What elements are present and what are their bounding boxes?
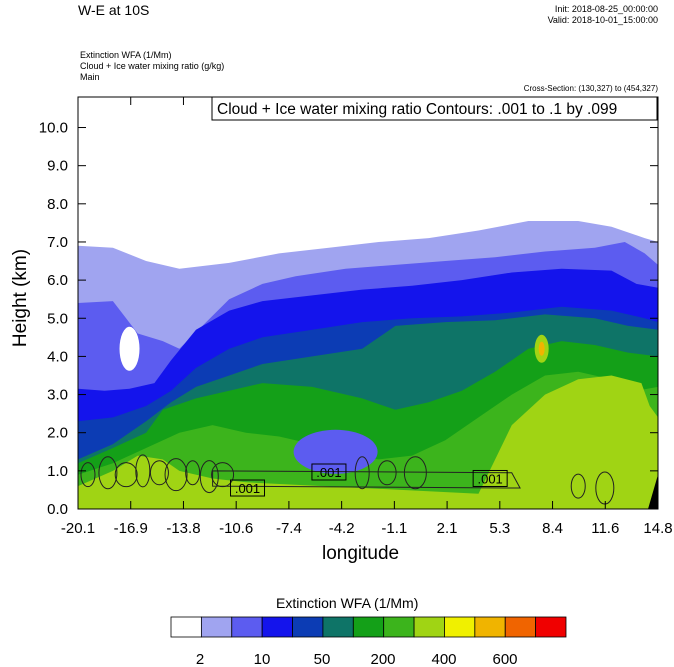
colorbar-swatch bbox=[504, 616, 537, 638]
contour-line bbox=[354, 456, 370, 490]
colorbar-swatch bbox=[352, 616, 385, 638]
colorbar-swatch bbox=[292, 616, 324, 638]
y-tick-label: 9.0 bbox=[47, 158, 68, 175]
contour-line bbox=[199, 460, 219, 494]
axes: -20.1 -16.9 -13.8 -10.6 -7.4 -4.2 -1.1 2.1 5.3 8.… bbox=[39, 96, 673, 537]
field-peak-core bbox=[538, 341, 545, 356]
contour-line bbox=[135, 454, 151, 488]
x-tick-label: 8.4 bbox=[542, 520, 563, 537]
x-tick-label: -7.4 bbox=[276, 520, 302, 537]
field-name-mixing-ratio: Cloud + Ice water mixing ratio (g/kg) bbox=[80, 61, 225, 71]
contour-info-label: Cloud + Ice water mixing ratio Contours:… bbox=[217, 101, 617, 118]
contour-info-box: Cloud + Ice water mixing ratio Contours:… bbox=[211, 96, 658, 121]
y-tick-label: 6.0 bbox=[47, 272, 68, 289]
y-tick-label: 0.0 bbox=[47, 501, 68, 518]
colorbar: 2 10 50 200 400 600 bbox=[170, 616, 567, 667]
x-tick-label: -16.9 bbox=[114, 520, 148, 537]
x-tick-label: 2.1 bbox=[437, 520, 458, 537]
contour-line bbox=[80, 462, 96, 488]
y-tick-label: 3.0 bbox=[47, 387, 68, 404]
field-name-main: Main bbox=[80, 72, 100, 82]
contour-line bbox=[185, 460, 201, 486]
contour-line bbox=[98, 456, 118, 490]
colorbar-title: Extinction WFA (1/Mm) bbox=[276, 595, 419, 611]
contour-label-box bbox=[311, 463, 347, 481]
field-clear-patch bbox=[119, 326, 140, 371]
x-tick-label: -1.1 bbox=[381, 520, 407, 537]
colorbar-swatch bbox=[444, 616, 476, 638]
y-tick-label: 8.0 bbox=[47, 196, 68, 213]
colorbar-swatch bbox=[413, 616, 445, 638]
contour-label: .001 bbox=[235, 481, 260, 496]
colorbar-swatch bbox=[261, 616, 293, 638]
contour-line bbox=[164, 458, 188, 492]
contour-band bbox=[212, 470, 521, 489]
y-tick-label: 1.0 bbox=[47, 463, 68, 480]
y-tick-label: 5.0 bbox=[47, 310, 68, 327]
colorbar-swatch bbox=[383, 616, 415, 638]
colorbar-tick-label: 50 bbox=[314, 651, 331, 667]
colorbar-swatch bbox=[200, 616, 233, 638]
x-tick-label: 11.6 bbox=[591, 520, 619, 537]
y-tick-label: 4.0 bbox=[47, 348, 68, 365]
x-tick-label: -4.2 bbox=[329, 520, 355, 537]
colorbar-swatch bbox=[474, 616, 506, 638]
contour-lines: .001 .001 .001 bbox=[80, 454, 615, 505]
x-tick-label: -13.8 bbox=[166, 520, 200, 537]
y-tick-label: 10.0 bbox=[39, 120, 68, 137]
x-tick-label: 5.3 bbox=[489, 520, 510, 537]
x-axis-label: longitude bbox=[322, 543, 400, 564]
contour-line bbox=[114, 462, 138, 488]
colorbar-swatch bbox=[322, 616, 354, 638]
contour-label-box bbox=[472, 469, 508, 487]
y-axis-label: Height (km) bbox=[10, 248, 31, 348]
x-tick-label: -10.6 bbox=[219, 520, 253, 537]
y-tick-label: 2.0 bbox=[47, 425, 68, 442]
x-tick-label: 14.8 bbox=[643, 520, 672, 537]
contour-label: .001 bbox=[477, 471, 502, 486]
colorbar-tick-label: 600 bbox=[492, 651, 517, 667]
colorbar-swatch bbox=[231, 616, 263, 638]
extinction-field bbox=[78, 97, 658, 509]
x-tick-label: -20.1 bbox=[61, 520, 95, 537]
init-time: Init: 2018-08-25_00:00:00 bbox=[554, 4, 658, 14]
colorbar-tick-label: 400 bbox=[431, 651, 456, 667]
colorbar-tick-label: 200 bbox=[370, 651, 395, 667]
y-tick-label: 7.0 bbox=[47, 234, 68, 251]
cross-section-label: Cross-Section: (130,327) to (454,327) bbox=[523, 84, 658, 93]
colorbar-swatch bbox=[170, 616, 202, 638]
contour-label-box bbox=[230, 479, 266, 497]
colorbar-swatch bbox=[535, 616, 567, 638]
field-name-extinction: Extinction WFA (1/Mm) bbox=[80, 50, 172, 60]
valid-time: Valid: 2018-10-01_15:00:00 bbox=[547, 15, 658, 25]
chart-title: W-E at 10S bbox=[78, 2, 150, 18]
terrain bbox=[648, 474, 658, 509]
contour-line bbox=[403, 456, 427, 490]
contour-label: .001 bbox=[316, 465, 341, 480]
colorbar-tick-label: 2 bbox=[196, 651, 204, 667]
contour-line bbox=[377, 460, 397, 486]
colorbar-tick-label: 10 bbox=[254, 651, 271, 667]
contour-line bbox=[149, 460, 169, 486]
contour-line bbox=[570, 473, 586, 499]
